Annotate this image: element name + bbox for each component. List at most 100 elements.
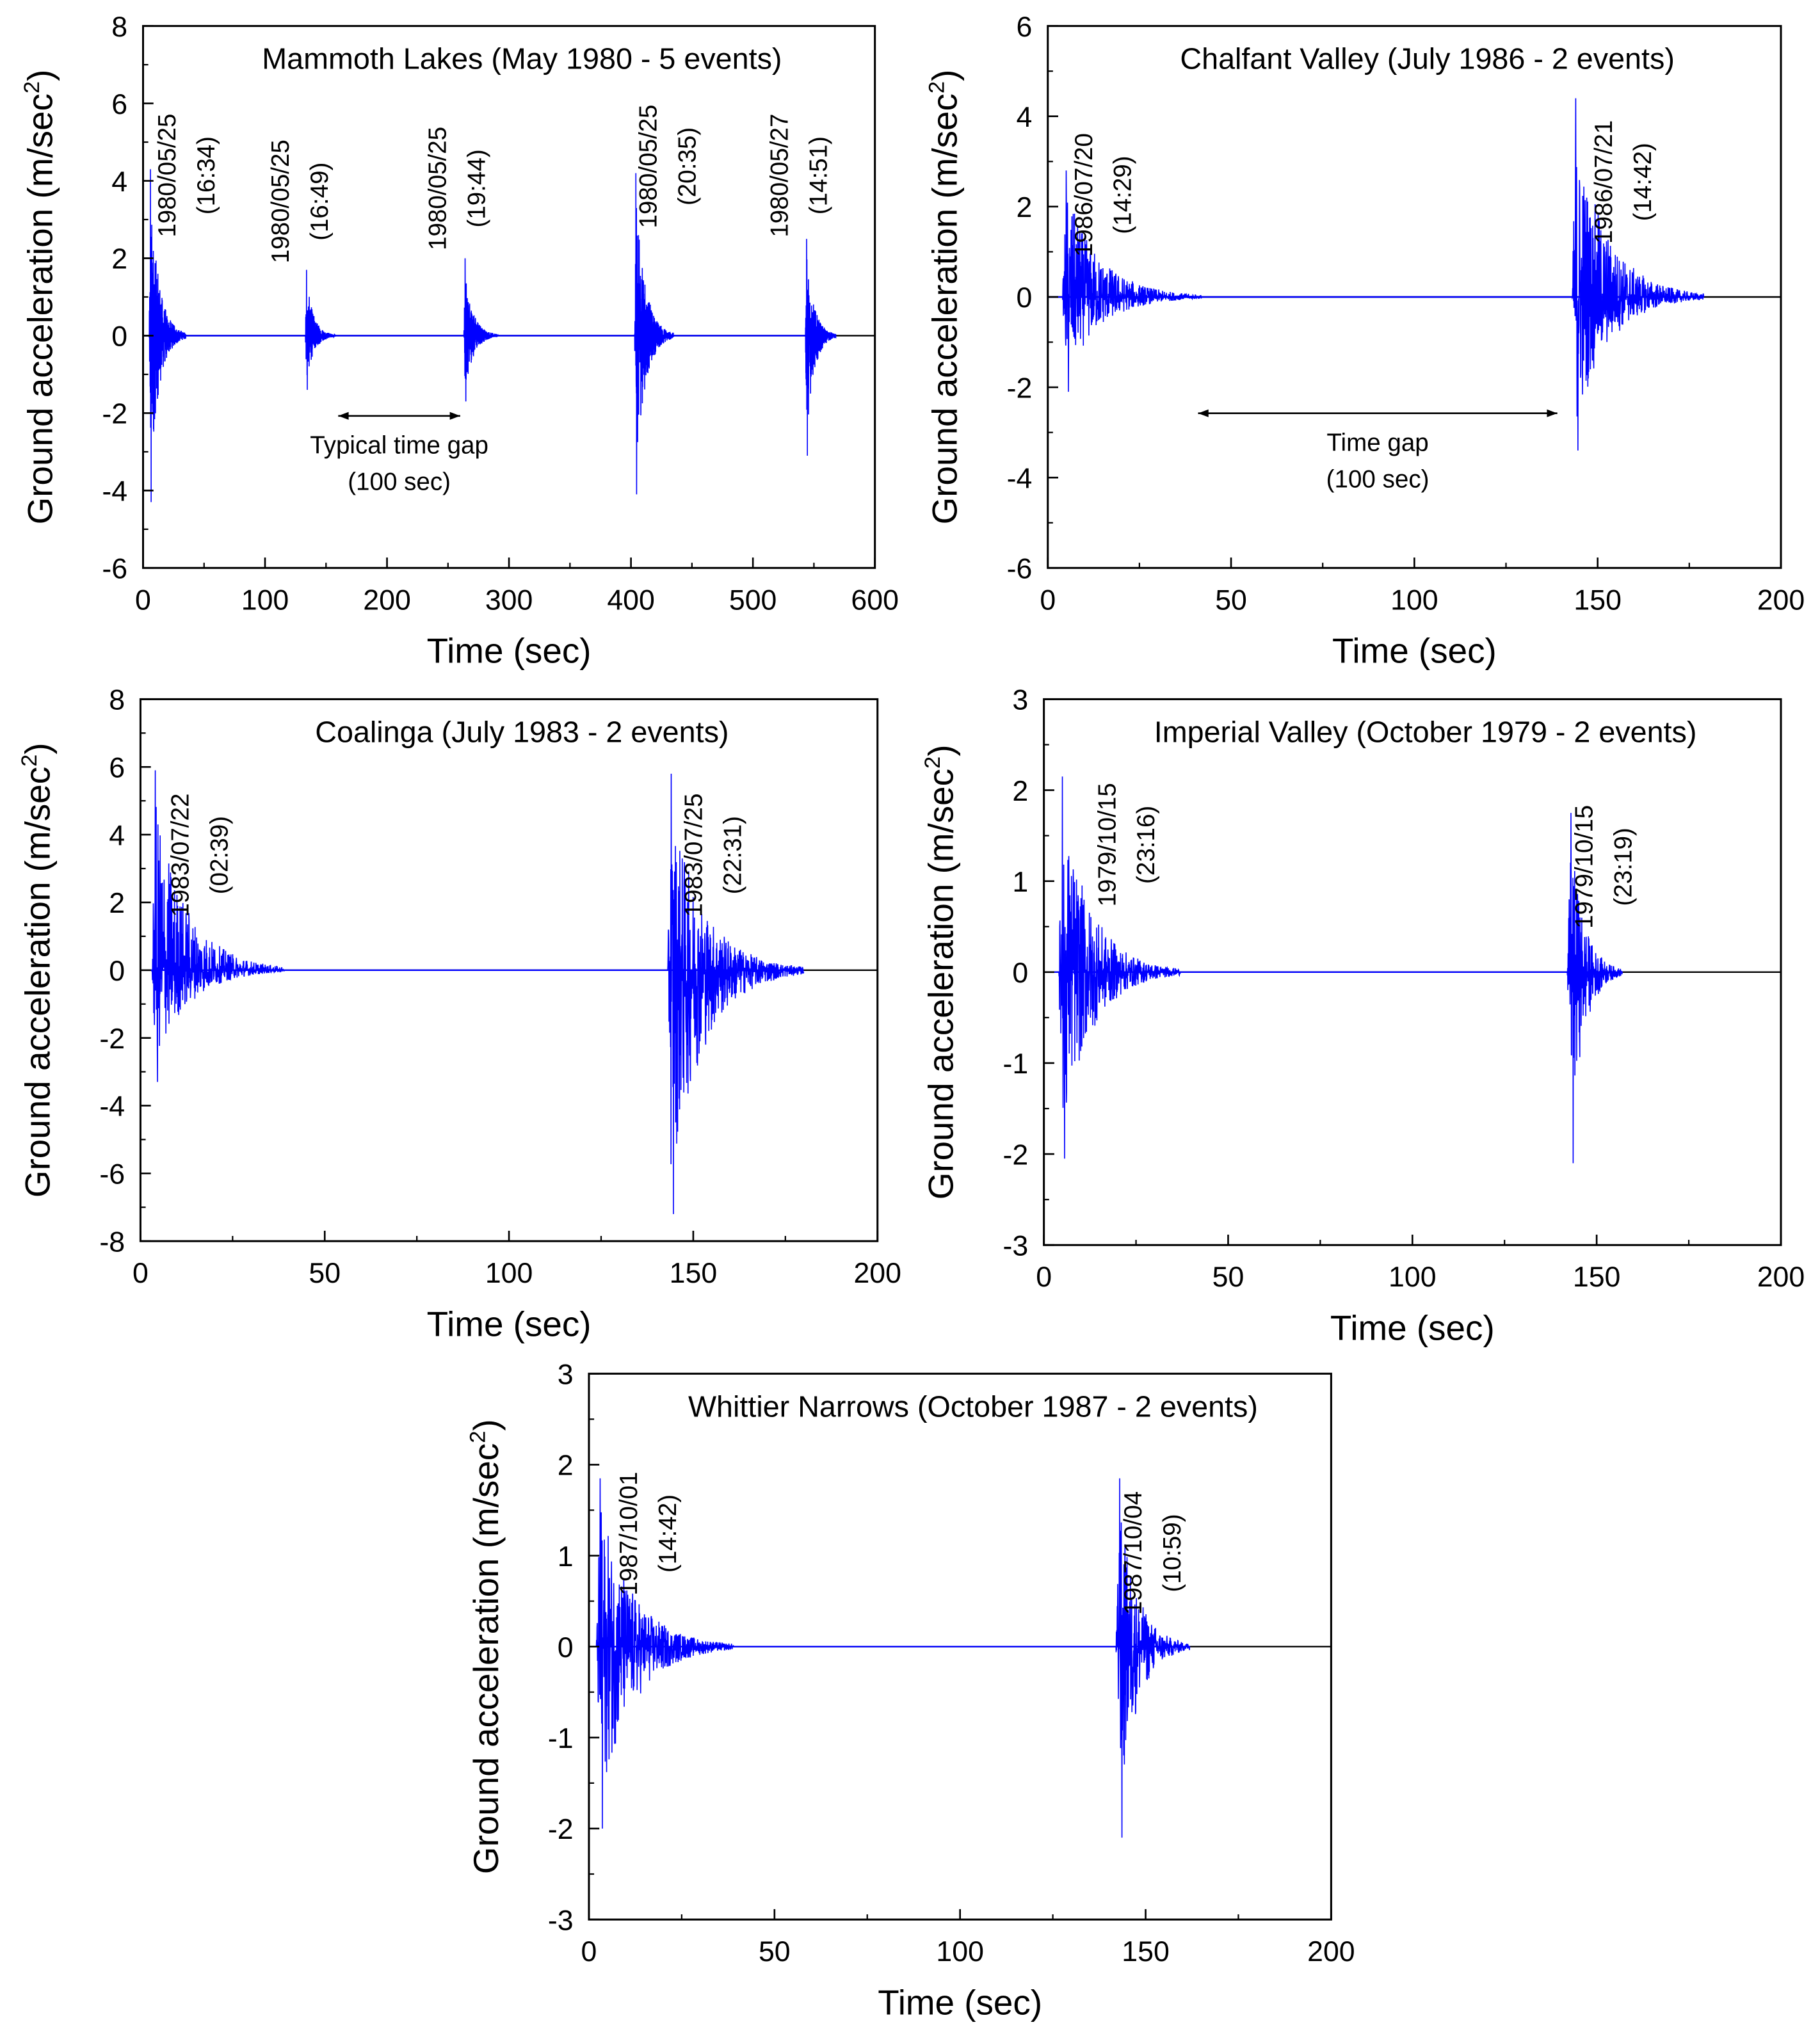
y-tick-label: 4	[111, 166, 127, 198]
chart-panel-2: 1983/07/22 (02:39) 1983/07/25 (22:31) 0 50 100…	[17, 685, 901, 1344]
time-gap-label: Time gap	[1326, 429, 1428, 457]
y-tick-label: 3	[1012, 685, 1028, 716]
event-date-label: 1980/05/25	[267, 140, 294, 263]
y-axis-label-superscript: 2	[466, 1431, 490, 1443]
time-gap-label: (100 sec)	[348, 469, 451, 496]
event-time-label: (23:19)	[1609, 828, 1637, 906]
y-tick-label: -6	[102, 554, 127, 585]
y-tick-label: -2	[1003, 1139, 1029, 1171]
y-tick-label: -4	[99, 1091, 125, 1123]
x-tick-label: 150	[670, 1258, 718, 1289]
waveform-event-1	[305, 269, 337, 390]
event-date-label: 1983/07/22	[167, 794, 195, 917]
chart-panel-0: 1980/05/25 (16:34) 1980/05/25 (16:49) 1980/0…	[20, 12, 899, 671]
chart-panel-3: 1979/10/15 (23:16) 1979/10/15 (23:19) 0 50 100…	[921, 685, 1805, 1348]
y-tick-label: 0	[1017, 282, 1033, 314]
chart-title: Chalfant Valley (July 1986 - 2 events)	[1180, 42, 1674, 76]
y-tick-label: 8	[111, 12, 127, 43]
x-tick-label: 0	[135, 584, 151, 616]
x-tick-label: 500	[729, 584, 777, 616]
y-axis-label-superscript: 2	[20, 81, 44, 93]
x-tick-label: 200	[1307, 1936, 1355, 1967]
event-time-label: (14:42)	[654, 1494, 682, 1573]
y-axis-label-superscript: 2	[17, 755, 42, 767]
waveform-event-1	[1571, 98, 1705, 451]
chart-title: Imperial Valley (October 1979 - 2 events…	[1154, 715, 1697, 748]
y-tick-label: 0	[109, 956, 125, 987]
x-tick-label: 50	[309, 1258, 341, 1289]
waveform-event-0	[149, 169, 186, 502]
event-date-label: 1986/07/20	[1070, 133, 1098, 257]
y-tick-label: -2	[102, 399, 127, 430]
chart-title: Whittier Narrows (October 1987 - 2 event…	[688, 1390, 1258, 1423]
y-axis-label-main: Ground acceleration (m/sec	[466, 1443, 506, 1874]
chart-title: Mammoth Lakes (May 1980 - 5 events)	[262, 42, 782, 76]
x-tick-label: 100	[1390, 584, 1438, 616]
waveform-event-4	[805, 239, 837, 456]
event-date-label: 1980/05/25	[424, 127, 452, 250]
arrowhead-right-icon	[1547, 409, 1558, 417]
y-tick-label: 4	[109, 820, 125, 851]
chart-title: Coalinga (July 1983 - 2 events)	[315, 715, 729, 748]
y-axis-label-end: )	[925, 70, 965, 81]
y-tick-label: -6	[1007, 554, 1033, 585]
y-axis-label-end: )	[921, 744, 961, 756]
event-date-label: 1980/05/27	[766, 114, 794, 237]
x-axis-label: Time (sec)	[1332, 631, 1497, 671]
event-time-label: (14:42)	[1629, 143, 1657, 221]
y-tick-label: 2	[1012, 776, 1028, 807]
chart-panel-1: 1986/07/20 (14:29) 1986/07/21 (14:42) 0 50 100…	[924, 12, 1805, 671]
event-time-label: (19:44)	[463, 149, 491, 227]
waveform-event-0	[595, 1478, 734, 1829]
y-tick-label: -3	[1003, 1230, 1029, 1262]
event-time-label: (20:35)	[673, 127, 701, 205]
y-axis-label: Ground acceleration (m/sec2)	[921, 744, 960, 1199]
waveform-event-1	[666, 773, 805, 1214]
y-tick-label: 1	[1012, 867, 1028, 898]
x-tick-label: 0	[1040, 584, 1056, 616]
x-tick-label: 300	[485, 584, 533, 616]
plot-frame	[141, 25, 876, 569]
x-axis-label: Time (sec)	[1330, 1308, 1495, 1347]
waveform-event-3	[634, 173, 675, 495]
x-tick-label: 50	[759, 1936, 791, 1967]
x-axis-label: Time (sec)	[427, 631, 592, 671]
time-gap-label: (100 sec)	[1326, 465, 1429, 493]
event-date-label: 1979/10/15	[1571, 805, 1599, 929]
y-tick-label: -1	[548, 1723, 574, 1754]
x-tick-label: 100	[1389, 1262, 1437, 1293]
y-axis-label-main: Ground acceleration (m/sec	[17, 767, 57, 1198]
arrowhead-right-icon	[449, 412, 460, 420]
y-tick-label: 4	[1017, 102, 1033, 133]
x-tick-label: 200	[1757, 1262, 1805, 1293]
y-axis-label: Ground acceleration (m/sec2)	[17, 742, 57, 1198]
y-tick-label: 0	[558, 1632, 574, 1663]
y-tick-label: 2	[1017, 192, 1033, 223]
y-tick-label: -8	[99, 1226, 125, 1258]
y-tick-label: -2	[548, 1814, 574, 1845]
y-tick-label: -4	[102, 476, 127, 508]
event-date-label: 1979/10/15	[1093, 783, 1121, 906]
y-tick-label: 6	[1017, 12, 1033, 43]
x-tick-label: 200	[363, 584, 411, 616]
y-axis-label-end: )	[17, 742, 57, 754]
event-date-label: 1983/07/25	[680, 794, 708, 917]
y-tick-label: 6	[109, 753, 125, 784]
x-tick-label: 150	[1122, 1936, 1170, 1967]
x-tick-label: 0	[133, 1258, 149, 1289]
x-axis-label: Time (sec)	[878, 1982, 1042, 2022]
waveform-event-0	[150, 770, 285, 1082]
y-axis-label-superscript: 2	[921, 757, 945, 769]
y-tick-label: -2	[1007, 373, 1033, 404]
x-tick-label: 200	[1757, 584, 1805, 616]
waveform-event-1	[1566, 813, 1623, 1164]
waveform-event-0	[1058, 776, 1181, 1159]
event-date-label: 1986/07/21	[1590, 120, 1618, 244]
x-tick-label: 0	[581, 1936, 597, 1967]
x-tick-label: 600	[851, 584, 899, 616]
y-axis-label-main: Ground acceleration (m/sec	[921, 769, 961, 1199]
y-axis-label-main: Ground acceleration (m/sec	[20, 93, 60, 524]
event-date-label: 1987/10/01	[615, 1471, 643, 1595]
event-time-label: (23:16)	[1132, 806, 1160, 884]
